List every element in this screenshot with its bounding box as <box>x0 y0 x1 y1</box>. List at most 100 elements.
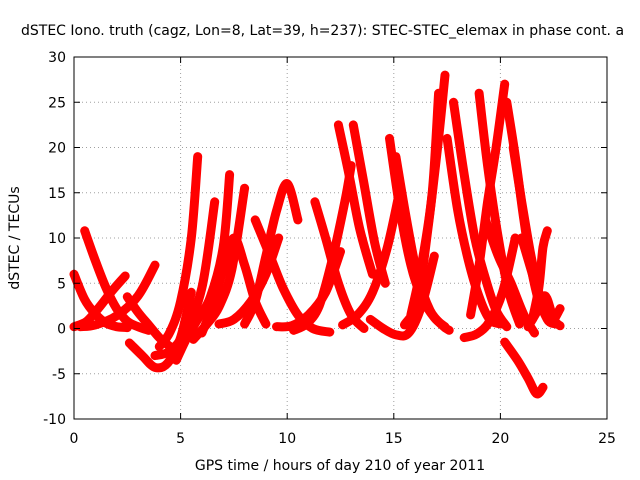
series-36 <box>523 291 565 332</box>
y-tick-label: 10 <box>48 231 66 247</box>
data-point <box>197 283 206 292</box>
data-point <box>481 215 490 224</box>
data-point <box>219 265 228 274</box>
series-line <box>240 179 303 329</box>
data-point <box>227 265 236 274</box>
data-point <box>240 184 249 193</box>
data-point <box>308 324 317 333</box>
data-point <box>325 328 334 337</box>
data-point <box>355 224 364 233</box>
series-line <box>406 88 444 320</box>
data-point <box>475 261 484 270</box>
y-axis-label: dSTEC / TECUs <box>7 186 23 289</box>
data-point <box>541 291 550 300</box>
data-point <box>101 283 110 292</box>
data-point <box>524 374 533 383</box>
y-tick-label: 30 <box>48 50 66 66</box>
data-point <box>524 322 533 331</box>
series-line <box>289 161 356 335</box>
series-8 <box>171 170 235 365</box>
y-axis: -10 -5 0 5 10 15 20 25 30 <box>43 50 607 428</box>
data-point <box>383 243 392 252</box>
x-tick-label: 5 <box>176 431 185 447</box>
data-point <box>240 319 249 328</box>
data-point <box>121 272 130 281</box>
data-point <box>315 301 324 310</box>
y-tick-label: 0 <box>57 322 66 338</box>
data-point <box>460 333 469 342</box>
data-point <box>278 283 287 292</box>
data-point <box>502 98 511 107</box>
data-point <box>359 179 368 188</box>
data-point <box>449 98 458 107</box>
data-point <box>428 188 437 197</box>
x-tick-label: 15 <box>385 431 403 447</box>
data-point <box>438 321 447 330</box>
data-point <box>225 170 234 179</box>
data-point <box>381 279 390 288</box>
y-tick-label: -10 <box>43 412 66 428</box>
data-point <box>345 170 354 179</box>
data-point <box>532 308 541 317</box>
data-point <box>272 206 281 215</box>
data-point <box>144 320 153 329</box>
data-point <box>528 270 537 279</box>
data-point <box>353 310 362 319</box>
data-point <box>274 234 283 242</box>
x-axis: 0 5 10 15 20 25 <box>70 57 616 447</box>
data-point <box>112 311 121 320</box>
data-point <box>472 329 481 338</box>
data-point <box>483 161 492 170</box>
data-point <box>272 322 281 331</box>
data-point <box>193 152 202 161</box>
data-point <box>138 351 147 360</box>
data-point <box>402 215 411 224</box>
data-point <box>338 320 347 329</box>
y-tick-label: 15 <box>48 186 66 202</box>
data-point <box>500 80 509 89</box>
data-point <box>517 234 526 242</box>
data-point <box>163 358 172 367</box>
series-13 <box>250 215 335 337</box>
data-point <box>261 319 270 328</box>
series-19 <box>348 120 390 288</box>
data-point <box>155 342 164 351</box>
data-point <box>293 215 302 224</box>
data-point <box>80 295 89 304</box>
data-point <box>460 170 469 179</box>
data-point <box>208 301 217 310</box>
data-point <box>334 120 343 129</box>
data-point <box>494 252 503 261</box>
data-point <box>445 326 454 335</box>
data-point <box>406 310 415 319</box>
y-tick-label: 20 <box>48 141 66 157</box>
data-point <box>475 89 484 98</box>
data-point <box>385 134 394 143</box>
data-point <box>283 179 292 188</box>
data-point <box>123 292 132 301</box>
data-point <box>189 335 198 344</box>
data-point <box>470 234 479 242</box>
series-12 <box>240 179 303 329</box>
data-point <box>370 238 379 247</box>
data-point <box>513 356 522 365</box>
data-point <box>151 363 160 372</box>
data-point <box>507 279 516 288</box>
data-point <box>391 330 400 339</box>
data-point <box>123 317 132 326</box>
data-point <box>532 389 541 398</box>
data-point <box>310 197 319 206</box>
x-tick-label: 0 <box>70 431 79 447</box>
data-point <box>440 71 449 80</box>
data-point <box>434 89 443 98</box>
data-point <box>112 322 121 331</box>
data-point <box>492 143 501 152</box>
data-point <box>321 234 330 242</box>
data-point <box>125 338 134 347</box>
data-point <box>500 338 509 347</box>
data-point <box>509 143 518 152</box>
data-point <box>187 288 196 297</box>
data-point <box>266 252 275 261</box>
x-axis-label: GPS time / hours of day 210 of year 2011 <box>195 458 485 474</box>
data-point <box>368 288 377 297</box>
